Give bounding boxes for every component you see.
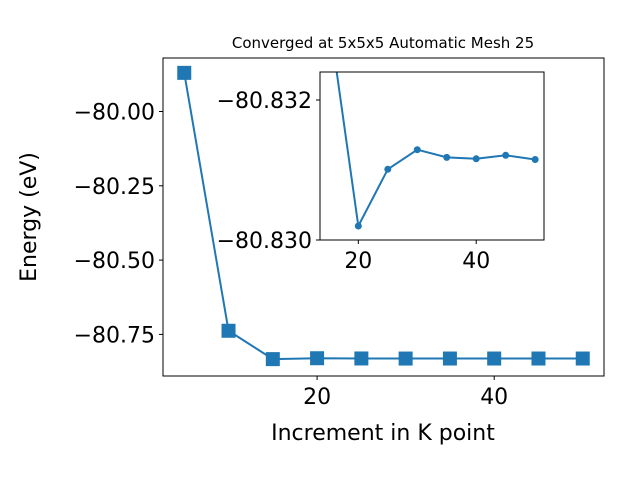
main-data-point (398, 351, 413, 366)
main-plot-frame (162, 57, 605, 377)
main-x-axis-label: Increment in K point (271, 421, 495, 446)
main-data-point (531, 351, 546, 366)
main-data-point (265, 352, 280, 367)
main-x-tick-label: 20 (303, 385, 331, 410)
inset-series-line (335, 72, 536, 230)
main-data-point (442, 351, 457, 366)
inset-y-tick-label: −80.832 (217, 89, 312, 114)
main-data-point (177, 65, 192, 80)
main-ticks: 20 40 −80.00 −80.25 −80.50 −80.75 (74, 100, 509, 410)
inset-data-point (443, 153, 451, 161)
main-y-tick-label: −80.50 (74, 249, 155, 274)
main-series (177, 65, 590, 367)
inset-data-point (502, 151, 510, 159)
main-y-axis-label: Energy (eV) (17, 152, 42, 282)
main-data-point (221, 323, 236, 338)
inset-x-tick-label: 40 (462, 249, 490, 274)
inset-plot-frame (319, 71, 545, 241)
main-data-point (354, 351, 369, 366)
inset-y-tick-label: −80.830 (217, 229, 312, 254)
inset-data-point (384, 165, 392, 173)
inset-x-tick-label: 20 (344, 249, 372, 274)
main-data-point (575, 351, 590, 366)
inset-data-point (472, 155, 480, 163)
main-y-tick-label: −80.75 (74, 323, 155, 348)
chart-title: Converged at 5x5x5 Automatic Mesh 25 (232, 34, 534, 52)
main-series-line (183, 72, 583, 361)
main-data-point (487, 351, 502, 366)
inset-data-point (325, 13, 332, 20)
main-y-tick-label: −80.25 (74, 175, 155, 200)
inset-data-point (531, 156, 539, 163)
inset-series (325, 13, 539, 230)
inset-data-point (413, 146, 421, 154)
main-data-point (310, 351, 325, 366)
main-x-tick-label: 40 (480, 385, 508, 410)
inset-ticks: 20 40 −80.832 −80.830 (217, 89, 491, 274)
main-y-tick-label: −80.00 (74, 100, 155, 125)
inset-data-point (354, 222, 362, 230)
